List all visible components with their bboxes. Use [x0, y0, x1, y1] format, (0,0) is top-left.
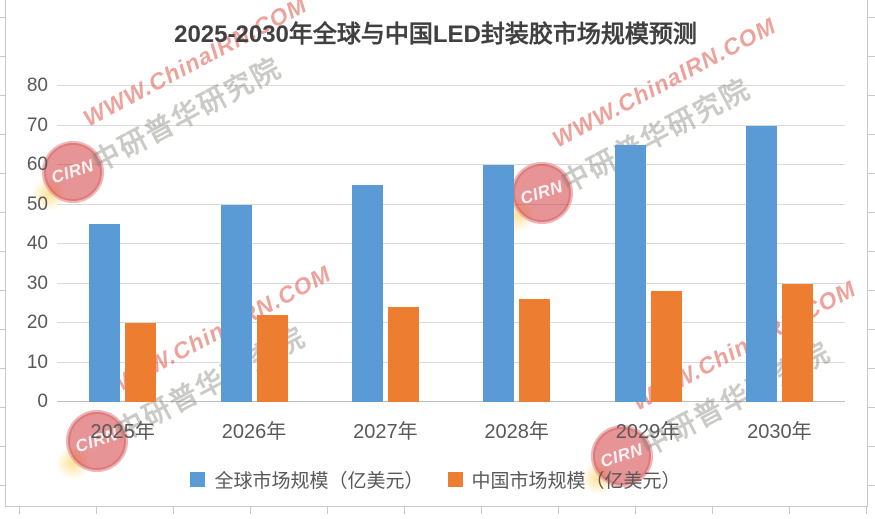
bar-global-series: [483, 165, 515, 402]
sheet-column-tick: [96, 507, 97, 514]
x-axis-line: [57, 401, 845, 402]
sheet-row-tick: [867, 17, 875, 18]
bar-global-series: [89, 224, 121, 402]
sheet-column-tick: [327, 507, 328, 514]
legend-swatch-icon: [447, 472, 463, 487]
bar-group: [745, 125, 813, 402]
y-axis-tick-label: 50: [26, 193, 48, 215]
bar-global-series: [745, 125, 777, 402]
legend-item-global: 全球市场规模（亿美元）: [190, 466, 424, 493]
sheet-row-tick: [0, 485, 5, 486]
x-axis-category-label: 2029年: [615, 421, 681, 443]
sheet-row-tick: [867, 95, 875, 96]
sheet-column-tick: [173, 507, 174, 514]
bar-group: [89, 224, 157, 402]
sheet-row-tick: [0, 212, 5, 213]
gridline: [57, 322, 845, 323]
y-axis-tick-label: 20: [26, 312, 48, 333]
x-axis-category-label: 2030年: [747, 421, 812, 443]
y-axis-tick-label: 40: [26, 233, 48, 254]
sheet-row-tick: [867, 290, 875, 291]
sheet-column-tick: [635, 507, 636, 514]
plot-bars-layer: [57, 86, 845, 402]
chart-title: 2025-2030年全球与中国LED封装胶市场规模预测: [174, 21, 697, 48]
legend-swatch-icon: [190, 472, 206, 487]
y-axis-tick-label: 60: [26, 154, 48, 175]
x-axis-category-label: 2025年: [90, 421, 155, 443]
legend: 全球市场规模（亿美元） 中国市场规模（亿美元）: [5, 466, 866, 493]
y-axis-tick-label: 10: [26, 351, 48, 373]
sheet-row-tick: [0, 407, 5, 408]
sheet-row-tick: [0, 290, 5, 291]
gridline: [57, 85, 845, 86]
gridline: [57, 203, 845, 205]
sheet-row-tick: [867, 446, 875, 447]
y-axis-tick-label: 30: [26, 272, 48, 294]
gridline: [57, 282, 845, 284]
bar-china-series: [650, 291, 682, 402]
y-axis-tick-label: 80: [26, 75, 48, 96]
sheet-row-tick: [867, 251, 875, 252]
gridline: [57, 243, 845, 244]
gridline: [57, 164, 845, 165]
bar-china-series: [125, 323, 157, 402]
sheet-column-tick: [866, 507, 867, 514]
sheet-row-tick: [867, 368, 875, 369]
bar-global-series: [614, 145, 646, 402]
legend-label: 中国市场规模（亿美元）: [471, 471, 681, 492]
plot-grid-layer: [57, 85, 845, 402]
sheet-column-tick: [558, 507, 559, 514]
sheet-column-tick: [404, 507, 405, 514]
bar-group: [220, 204, 288, 402]
sheet-row-tick: [0, 173, 5, 174]
sheet-row-tick: [867, 56, 875, 57]
bar-global-series: [351, 184, 383, 402]
sheet-column-tick: [789, 507, 790, 514]
x-axis-category-label: 2027年: [353, 421, 418, 443]
gridline: [57, 124, 845, 126]
sheet-column-tick: [19, 507, 20, 514]
x-axis-category-label: 2028年: [484, 421, 549, 443]
chart-frame: [5, 0, 868, 507]
sheet-column-tick: [481, 507, 482, 514]
bar-china-series: [387, 307, 419, 402]
sheet-row-tick: [867, 134, 875, 135]
sheet-row-tick: [867, 407, 875, 408]
sheet-column-tick: [712, 507, 713, 514]
gridline: [57, 361, 845, 363]
sheet-row-tick: [867, 173, 875, 174]
x-axis-category-label: 2026年: [221, 421, 287, 443]
sheet-row-tick: [0, 17, 5, 18]
bar-china-series: [519, 299, 551, 402]
sheet-row-tick: [0, 56, 5, 57]
sheet-row-tick: [0, 329, 5, 330]
sheet-row-tick: [867, 485, 875, 486]
bar-china-series: [781, 283, 813, 402]
sheet-row-tick: [0, 446, 5, 447]
sheet-row-tick: [0, 368, 5, 369]
sheet-row-tick: [0, 134, 5, 135]
sheet-row-tick: [867, 212, 875, 213]
y-axis-tick-label: 70: [26, 114, 48, 136]
bar-group: [614, 145, 682, 402]
bar-global-series: [220, 204, 252, 402]
sheet-row-tick: [0, 95, 5, 96]
legend-item-china: 中国市场规模（亿美元）: [447, 466, 681, 493]
bar-china-series: [256, 315, 288, 402]
sheet-row-tick: [0, 251, 5, 252]
legend-label: 全球市场规模（亿美元）: [214, 471, 424, 492]
sheet-column-tick: [250, 507, 251, 514]
bar-group: [351, 184, 419, 402]
bar-group: [483, 165, 551, 402]
sheet-row-tick: [867, 329, 875, 330]
y-axis-tick-label: 0: [37, 391, 48, 412]
